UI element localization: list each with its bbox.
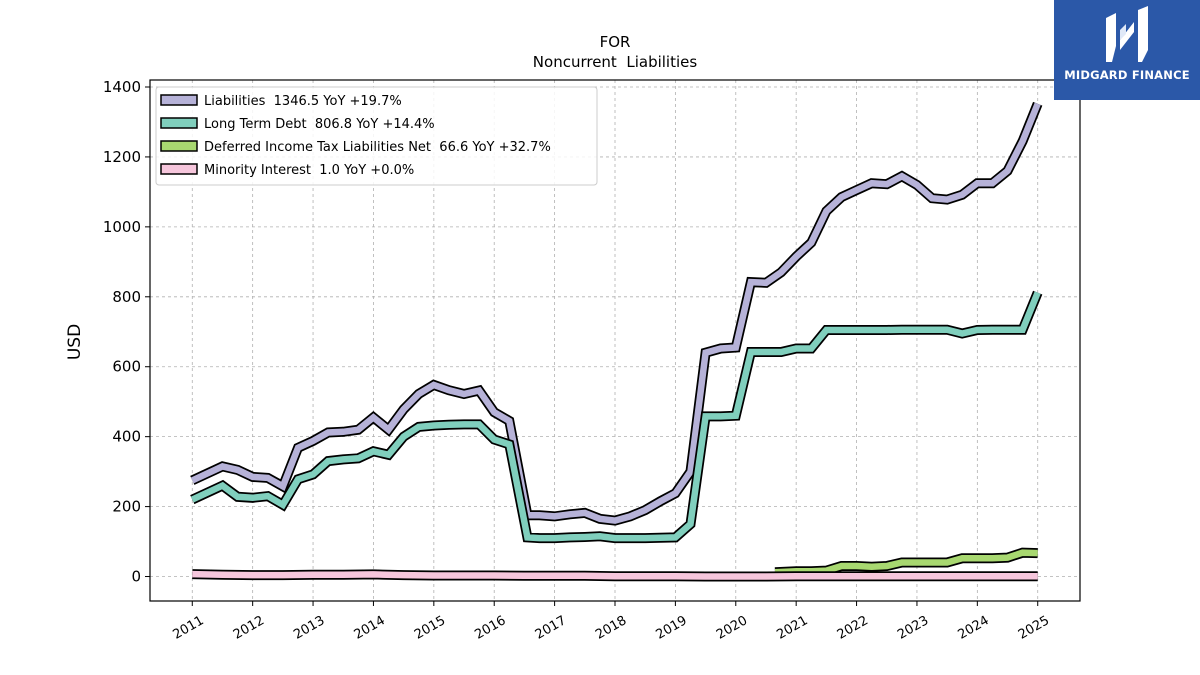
chart-subtitle: Noncurrent Liabilities bbox=[533, 53, 698, 71]
brand-logo: MIDGARD FINANCE bbox=[1054, 0, 1200, 100]
y-tick-label: 200 bbox=[112, 498, 141, 516]
legend-label: Minority Interest 1.0 YoY +0.0% bbox=[204, 163, 414, 178]
series-layer bbox=[190, 101, 1043, 582]
series-line-long-term-debt bbox=[190, 291, 1041, 542]
legend-label: Deferred Income Tax Liabilities Net 66.6… bbox=[204, 140, 551, 155]
y-axis-label: USD bbox=[65, 324, 85, 360]
y-tick-label: 600 bbox=[112, 358, 141, 376]
y-axis: 0 200 400 600 800 1000 1200 1400 bbox=[103, 78, 150, 586]
legend-swatch bbox=[160, 117, 198, 129]
legend-swatch bbox=[160, 140, 198, 152]
legend-swatch bbox=[160, 94, 198, 106]
y-tick-label: 1000 bbox=[103, 218, 141, 236]
y-tick-label: 800 bbox=[112, 288, 141, 306]
midgard-logo-icon bbox=[1106, 6, 1148, 62]
legend-label: Long Term Debt 806.8 YoY +14.4% bbox=[204, 117, 435, 132]
series-line-minority-interest bbox=[192, 570, 1038, 580]
series-line-deferred-income-tax-liabilities-net bbox=[774, 549, 1038, 576]
legend-box bbox=[155, 86, 598, 186]
y-tick-label: 1200 bbox=[103, 148, 141, 166]
chart-title: FOR bbox=[600, 33, 631, 51]
y-tick-label: 1400 bbox=[103, 78, 141, 96]
brand-name: MIDGARD FINANCE bbox=[1064, 68, 1190, 82]
series-line-liabilities bbox=[190, 102, 1041, 524]
y-tick-label: 0 bbox=[131, 568, 141, 586]
y-tick-label: 400 bbox=[112, 428, 141, 446]
legend-label: Liabilities 1346.5 YoY +19.7% bbox=[204, 94, 402, 109]
legend-swatch bbox=[160, 163, 198, 175]
legend: Liabilities 1346.5 YoY +19.7% Long Term D… bbox=[155, 86, 598, 186]
